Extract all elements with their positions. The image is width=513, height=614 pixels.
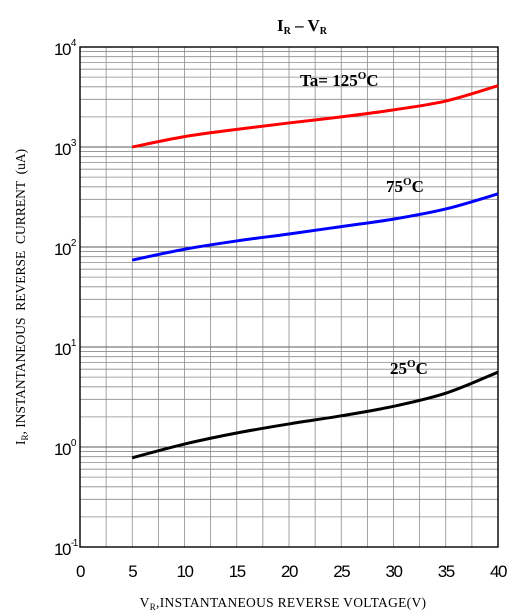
series-label-75c: 75OC: [386, 176, 424, 196]
series-line-1: [131, 192, 499, 262]
x-tick-label: 30: [386, 562, 403, 581]
y-tick-label: 104: [54, 38, 77, 59]
series-label-125c: Ta= 125OC: [300, 70, 379, 90]
y-tick-label: 103: [54, 138, 77, 159]
chart-title: IR – VR: [277, 16, 328, 37]
plot-frame: [79, 46, 499, 548]
x-tick-labels: 0 5 10 15 20 25 30 35 40: [76, 562, 508, 581]
x-tick-label: 35: [438, 562, 455, 581]
x-tick-label: 25: [333, 562, 350, 581]
x-tick-label: 5: [128, 562, 137, 581]
series-line-0: [131, 84, 499, 149]
x-tick-label: 40: [490, 562, 507, 581]
series-lines: [131, 84, 499, 460]
x-tick-label: 10: [177, 562, 194, 581]
x-tick-label: 15: [229, 562, 246, 581]
x-tick-label: 20: [281, 562, 298, 581]
y-axis-label: IR, INSTANTANEOUS REVERSE CURRENT (uA): [13, 149, 30, 445]
y-tick-label: 102: [54, 238, 77, 259]
title-dash: –: [291, 16, 308, 35]
y-tick-label: 100: [54, 438, 77, 459]
series-line-2: [131, 370, 499, 460]
y-tick-label: 10-1: [54, 538, 79, 559]
title-i: I: [277, 16, 284, 35]
series-label-25c: 25OC: [390, 358, 428, 378]
title-v: V: [308, 16, 321, 35]
title-sub-r2: R: [320, 26, 328, 37]
y-tick-labels: 10-1 100 101 102 103 104: [54, 38, 80, 559]
x-axis-label: VR,INSTANTANEOUS REVERSE VOLTAGE(V): [140, 595, 427, 612]
y-tick-label: 101: [54, 338, 77, 359]
title-sub-r: R: [284, 26, 292, 37]
x-tick-label: 0: [76, 562, 85, 581]
